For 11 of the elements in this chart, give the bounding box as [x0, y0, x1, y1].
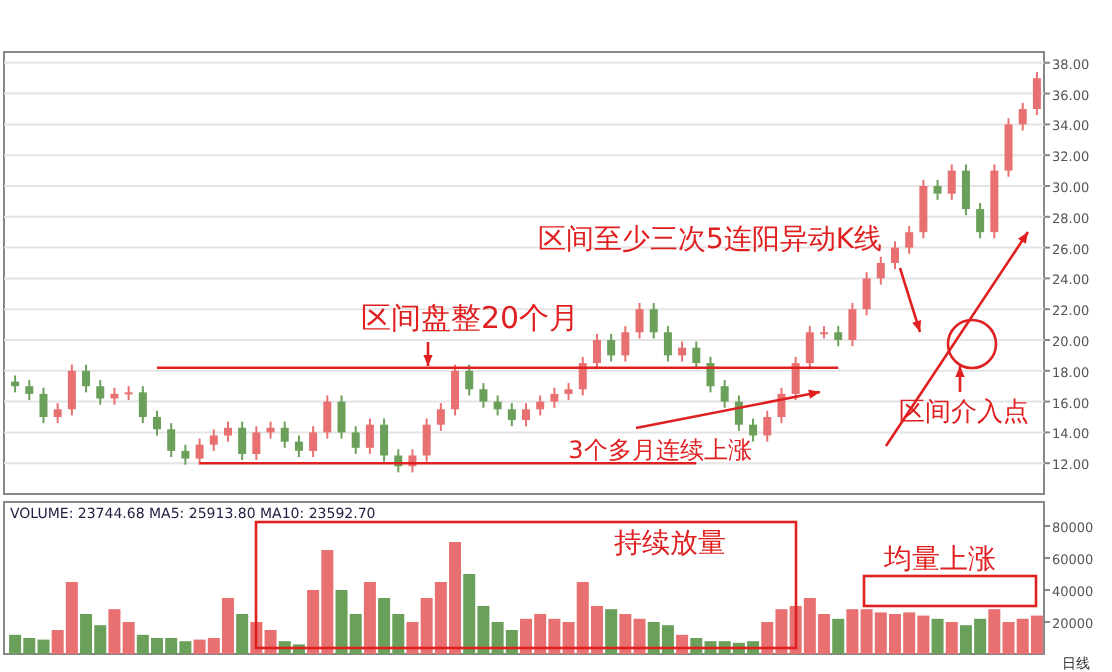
annotation: 区间至少三次5连阳异动K线 — [537, 224, 883, 256]
bar — [832, 618, 845, 654]
annotation: 3个多月连续上涨 — [568, 436, 752, 464]
annotation: 区间盘整20个月 — [360, 300, 580, 336]
bar — [945, 622, 958, 654]
bar — [363, 582, 376, 654]
annotation: 均量上涨 — [882, 544, 996, 576]
bar — [236, 614, 249, 654]
annotation: 持续放量 — [614, 528, 726, 560]
bar — [931, 618, 944, 654]
bar — [605, 609, 618, 654]
